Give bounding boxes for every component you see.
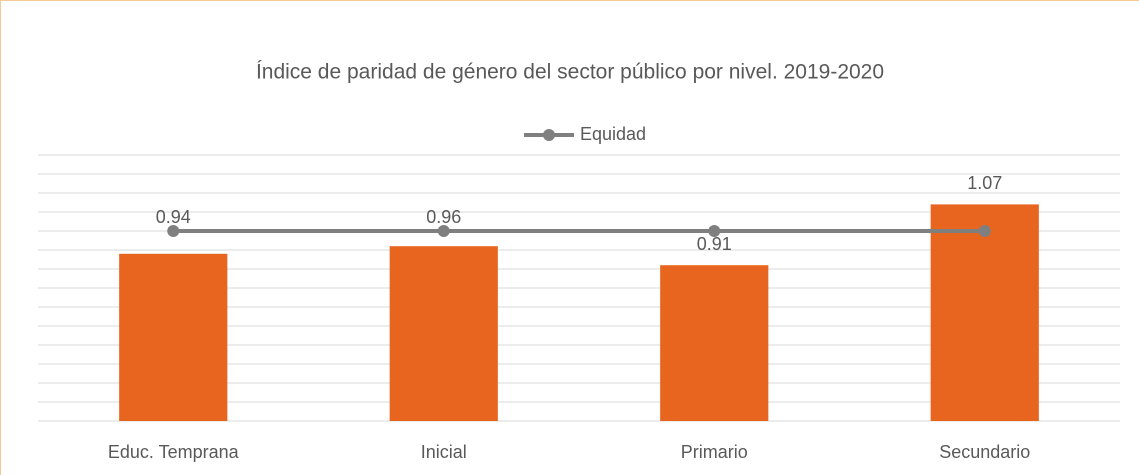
x-tick-label: Inicial <box>421 442 467 462</box>
data-label: 1.07 <box>967 173 1002 193</box>
legend-label: Equidad <box>580 124 646 144</box>
data-label: 0.91 <box>697 234 732 254</box>
bar <box>119 253 228 421</box>
bar <box>389 246 498 421</box>
bar <box>930 204 1039 421</box>
line-marker <box>978 225 991 237</box>
data-label: 0.94 <box>156 207 191 227</box>
x-tick-label: Primario <box>681 442 748 462</box>
line-marker <box>437 225 450 237</box>
legend-marker <box>543 129 555 141</box>
x-tick-label: Secundario <box>939 442 1030 462</box>
bar <box>660 265 769 421</box>
x-tick-label: Educ. Temprana <box>108 442 240 462</box>
line-marker <box>167 225 180 237</box>
line-marker <box>708 225 721 237</box>
chart-title: Índice de paridad de género del sector p… <box>256 61 884 84</box>
data-label: 0.96 <box>426 207 461 227</box>
